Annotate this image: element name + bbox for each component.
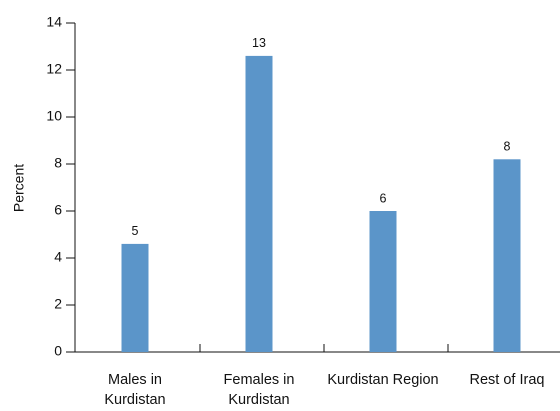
value-label: 5 bbox=[132, 224, 139, 238]
y-tick-label: 4 bbox=[54, 249, 62, 265]
y-axis-label: Percent bbox=[11, 164, 27, 212]
value-label: 13 bbox=[252, 36, 266, 50]
y-tick-label: 12 bbox=[46, 61, 62, 77]
y-tick-label: 0 bbox=[54, 343, 62, 359]
y-tick-label: 6 bbox=[54, 202, 62, 218]
bar bbox=[245, 55, 273, 353]
bar bbox=[121, 243, 149, 352]
x-tick-label: Rest of Iraq bbox=[469, 372, 545, 388]
x-tick-label: Males in Kurdistan bbox=[104, 372, 166, 408]
x-tick-label: Kurdistan Region bbox=[327, 372, 439, 388]
value-label: 6 bbox=[380, 191, 387, 205]
value-label: 8 bbox=[504, 140, 511, 154]
y-tick-label: 2 bbox=[54, 296, 62, 312]
y-tick-label: 14 bbox=[46, 14, 62, 30]
bar bbox=[369, 211, 397, 352]
y-tick-label: 10 bbox=[46, 108, 62, 124]
y-tick-label: 8 bbox=[54, 155, 62, 171]
bar bbox=[493, 159, 521, 352]
x-tick-label: Females in Kurdistan bbox=[223, 372, 295, 408]
